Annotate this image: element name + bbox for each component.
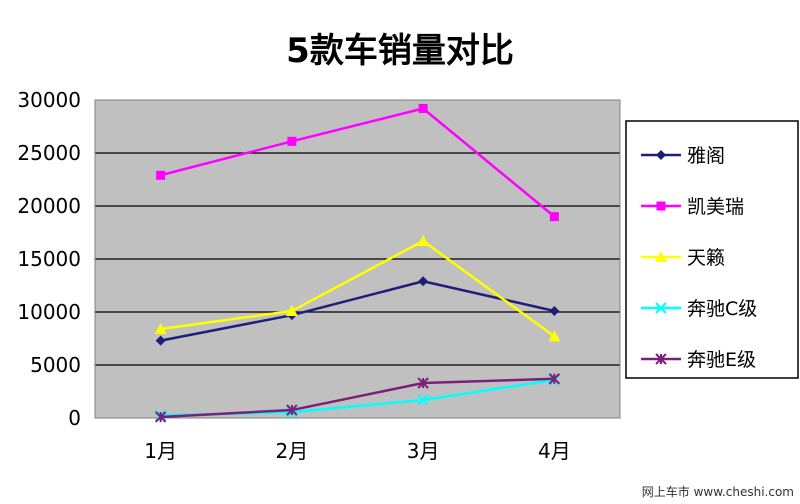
data-point-marker bbox=[549, 305, 560, 316]
chart-title: 5款车销量对比 bbox=[286, 31, 514, 71]
series-3 bbox=[154, 234, 561, 342]
x-tick-label: 3月 bbox=[407, 439, 440, 463]
legend-entry: 凯美瑞 bbox=[641, 196, 744, 218]
series-layer bbox=[154, 103, 561, 423]
y-tick-label: 0 bbox=[68, 406, 81, 430]
data-point-marker bbox=[548, 330, 561, 342]
y-tick-label: 25000 bbox=[17, 141, 81, 165]
data-point-marker bbox=[417, 394, 429, 406]
y-tick-label: 15000 bbox=[17, 247, 81, 271]
data-point-marker bbox=[154, 322, 167, 334]
legend-label: 雅阁 bbox=[687, 145, 725, 167]
legend-entry: 奔驰E级 bbox=[641, 349, 756, 371]
data-point-marker bbox=[286, 404, 298, 416]
legend-entry: 奔驰C级 bbox=[641, 298, 757, 320]
data-point-marker bbox=[287, 136, 297, 146]
legend bbox=[625, 120, 799, 379]
data-point-marker bbox=[285, 304, 298, 316]
watermark-text: 网上车市 www.cheshi.com bbox=[642, 484, 794, 499]
x-tick-label: 2月 bbox=[276, 439, 309, 463]
y-axis-ticks: 0 5000 10000 15000 20000 25000 30000 bbox=[17, 88, 81, 430]
data-point-marker bbox=[418, 276, 429, 287]
data-point-marker bbox=[548, 373, 561, 385]
series-2 bbox=[156, 103, 559, 222]
data-point-marker bbox=[418, 103, 428, 113]
data-point-marker bbox=[154, 411, 167, 423]
y-tick-label: 30000 bbox=[17, 88, 81, 112]
legend-entry: 天籁 bbox=[641, 247, 725, 269]
y-tick-label: 20000 bbox=[17, 194, 81, 218]
data-point-marker bbox=[655, 251, 667, 262]
data-point-marker bbox=[156, 170, 166, 180]
data-point-marker bbox=[655, 302, 667, 314]
y-tick-label: 5000 bbox=[30, 353, 81, 377]
data-point-marker bbox=[417, 234, 430, 246]
legend-label: 奔驰E级 bbox=[687, 349, 756, 371]
x-tick-label: 4月 bbox=[538, 439, 571, 463]
x-axis-ticks: 1月 2月 3月 4月 bbox=[144, 439, 570, 463]
series-line bbox=[160, 239, 556, 338]
data-point-marker bbox=[656, 201, 666, 211]
data-point-marker bbox=[656, 150, 666, 160]
series-line bbox=[160, 107, 556, 218]
series-line bbox=[160, 280, 555, 342]
x-tick-label: 1月 bbox=[144, 439, 177, 463]
legend-label: 奔驰C级 bbox=[687, 298, 757, 320]
legend-entry: 雅阁 bbox=[641, 145, 725, 167]
plot-border bbox=[94, 99, 621, 419]
series-line bbox=[160, 377, 555, 419]
data-point-marker bbox=[655, 353, 667, 365]
legend-label: 天籁 bbox=[687, 247, 725, 269]
data-point-marker bbox=[417, 377, 429, 389]
legend-label: 凯美瑞 bbox=[687, 196, 744, 218]
series-5 bbox=[154, 373, 561, 423]
data-point-marker bbox=[155, 335, 166, 346]
y-tick-label: 10000 bbox=[17, 300, 81, 324]
gridlines bbox=[95, 152, 620, 366]
data-point-marker bbox=[549, 212, 559, 222]
